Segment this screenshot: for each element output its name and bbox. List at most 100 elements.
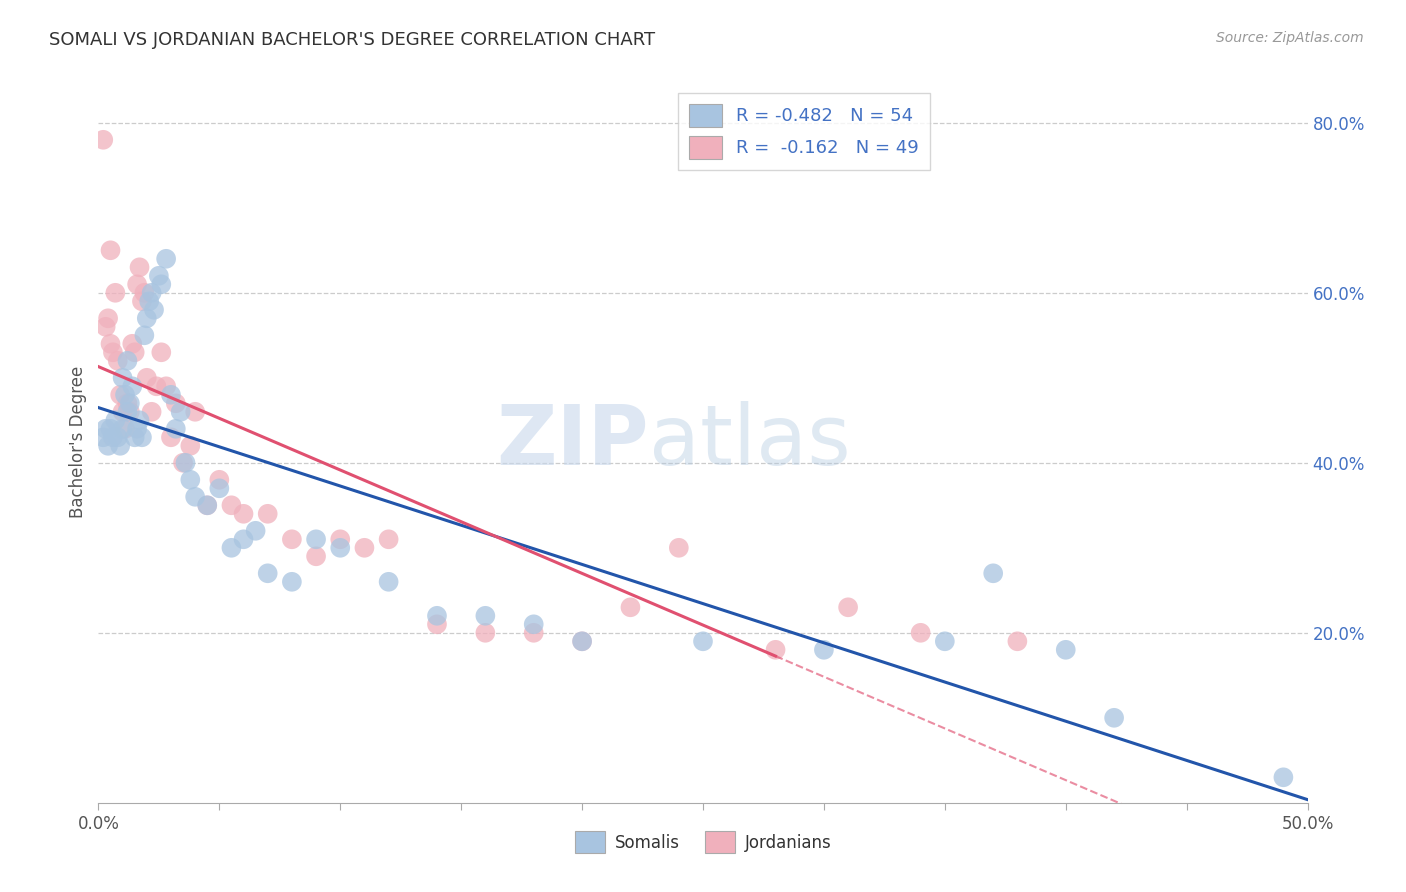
Point xyxy=(377,533,399,547)
Point xyxy=(208,473,231,487)
Point xyxy=(668,541,690,555)
Point xyxy=(426,608,449,623)
Point xyxy=(97,439,120,453)
Point xyxy=(934,634,956,648)
Point xyxy=(117,396,139,410)
Point xyxy=(114,422,136,436)
Point xyxy=(1272,770,1295,784)
Point xyxy=(195,498,218,512)
Point xyxy=(281,533,304,547)
Point xyxy=(143,302,166,317)
Point xyxy=(981,566,1004,581)
Point xyxy=(124,430,146,444)
Point xyxy=(523,617,546,632)
Point xyxy=(232,533,254,547)
Point xyxy=(195,498,218,512)
Point xyxy=(160,430,183,444)
Point xyxy=(160,388,183,402)
Point xyxy=(571,634,593,648)
Point xyxy=(138,294,160,309)
Point xyxy=(117,353,139,368)
Point xyxy=(128,260,150,275)
Point xyxy=(174,456,197,470)
Point xyxy=(134,285,156,300)
Point xyxy=(94,319,117,334)
Point xyxy=(118,405,141,419)
Point xyxy=(121,336,143,351)
Point xyxy=(141,285,163,300)
Point xyxy=(100,336,122,351)
Point xyxy=(165,396,187,410)
Point xyxy=(329,533,352,547)
Point xyxy=(208,481,231,495)
Point xyxy=(1007,634,1029,648)
Point xyxy=(124,345,146,359)
Point xyxy=(571,634,593,648)
Point xyxy=(221,498,243,512)
Point xyxy=(148,268,170,283)
Text: ZIP: ZIP xyxy=(496,401,648,482)
Point xyxy=(179,439,201,453)
Point xyxy=(474,608,496,623)
Point xyxy=(377,574,399,589)
Point xyxy=(104,285,127,300)
Point xyxy=(128,413,150,427)
Point xyxy=(114,388,136,402)
Legend: Somalis, Jordanians: Somalis, Jordanians xyxy=(568,825,838,860)
Point xyxy=(131,430,153,444)
Point xyxy=(101,430,124,444)
Point xyxy=(305,533,328,547)
Point xyxy=(184,405,207,419)
Point xyxy=(111,371,134,385)
Point xyxy=(256,507,278,521)
Point xyxy=(101,345,124,359)
Point xyxy=(100,244,122,258)
Point xyxy=(813,642,835,657)
Point xyxy=(172,456,194,470)
Point xyxy=(353,541,375,555)
Point xyxy=(426,617,449,632)
Point xyxy=(131,294,153,309)
Point xyxy=(765,642,787,657)
Point xyxy=(134,328,156,343)
Point xyxy=(111,405,134,419)
Point xyxy=(523,625,546,640)
Point xyxy=(91,430,114,444)
Point xyxy=(692,634,714,648)
Point xyxy=(305,549,328,564)
Point xyxy=(165,422,187,436)
Point xyxy=(155,252,177,266)
Point xyxy=(91,133,114,147)
Point xyxy=(118,396,141,410)
Point xyxy=(127,422,149,436)
Point xyxy=(97,311,120,326)
Point xyxy=(155,379,177,393)
Point xyxy=(135,311,157,326)
Point xyxy=(127,277,149,292)
Point xyxy=(221,541,243,555)
Point xyxy=(141,405,163,419)
Text: Source: ZipAtlas.com: Source: ZipAtlas.com xyxy=(1216,31,1364,45)
Point xyxy=(104,413,127,427)
Point xyxy=(474,625,496,640)
Point xyxy=(150,277,173,292)
Point xyxy=(107,353,129,368)
Point xyxy=(1102,711,1125,725)
Point xyxy=(108,388,131,402)
Text: SOMALI VS JORDANIAN BACHELOR'S DEGREE CORRELATION CHART: SOMALI VS JORDANIAN BACHELOR'S DEGREE CO… xyxy=(49,31,655,49)
Point xyxy=(329,541,352,555)
Point xyxy=(108,439,131,453)
Point xyxy=(256,566,278,581)
Point xyxy=(910,625,932,640)
Point xyxy=(837,600,859,615)
Point xyxy=(111,422,134,436)
Point xyxy=(135,371,157,385)
Point xyxy=(150,345,173,359)
Point xyxy=(245,524,267,538)
Point xyxy=(179,473,201,487)
Point xyxy=(1054,642,1077,657)
Point xyxy=(117,405,139,419)
Point xyxy=(145,379,167,393)
Point xyxy=(619,600,641,615)
Point xyxy=(94,422,117,436)
